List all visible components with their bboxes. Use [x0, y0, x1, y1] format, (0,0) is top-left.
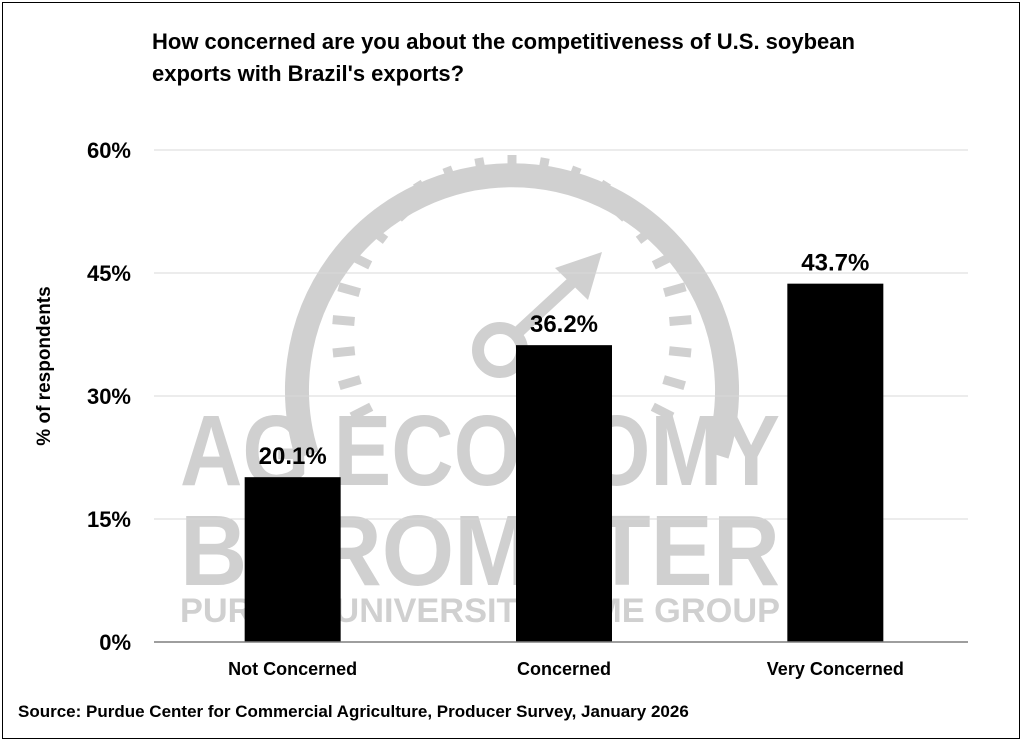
x-tick-label: Concerned — [517, 659, 611, 679]
y-tick-label: 15% — [87, 507, 131, 532]
y-tick-label: 30% — [87, 384, 131, 409]
y-axis-ticks: 0% 15% 30% 45% 60% — [87, 138, 131, 655]
y-tick-label: 45% — [87, 261, 131, 286]
source-note: Source: Purdue Center for Commercial Agr… — [18, 702, 689, 721]
y-tick-label: 0% — [99, 630, 131, 655]
chart-title: How concerned are you about the competit… — [152, 29, 855, 86]
data-labels: 20.1% 36.2% 43.7% — [259, 250, 870, 471]
data-label: 20.1% — [259, 443, 327, 470]
bar-concerned — [516, 345, 612, 642]
gauge-icon — [285, 155, 739, 459]
y-axis-label: % of respondents — [34, 286, 55, 445]
bar-very-concerned — [787, 283, 884, 642]
bar-not-concerned — [244, 477, 341, 642]
x-axis-ticks: Not Concerned Concerned Very Concerned — [228, 659, 904, 679]
y-tick-label: 60% — [87, 138, 131, 163]
bars — [244, 283, 884, 642]
data-label: 43.7% — [801, 250, 869, 277]
data-label: 36.2% — [530, 311, 598, 338]
x-tick-label: Not Concerned — [228, 659, 357, 679]
x-tick-label: Very Concerned — [767, 659, 904, 679]
